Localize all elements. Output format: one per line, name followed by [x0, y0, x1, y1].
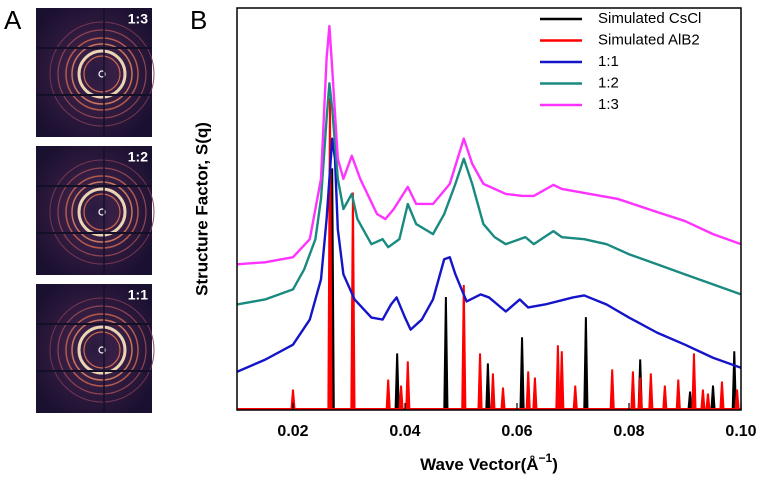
scattering-ring	[57, 167, 147, 257]
legend-label: 1:1	[598, 53, 619, 70]
panel-label: B	[190, 5, 207, 35]
peak	[572, 385, 578, 410]
x-tick-label: 0.10	[725, 423, 756, 440]
scattering-ring	[71, 43, 133, 105]
peak	[443, 297, 449, 410]
scattering-ring	[83, 55, 121, 93]
y-axis-label: Structure Factor, S(q)	[192, 122, 211, 296]
series-line	[237, 137, 741, 373]
plot-area	[237, 24, 741, 410]
x-tick-label: 0.04	[389, 423, 420, 440]
peak	[687, 391, 693, 410]
scattering-ring	[71, 181, 133, 243]
scattering-ring	[49, 21, 155, 127]
peak	[398, 385, 404, 410]
panel-a: A 1:3 1:2 1:1	[4, 5, 155, 413]
legend-label: Simulated AlB2	[598, 31, 700, 48]
scattering-ring	[71, 319, 133, 381]
beam-stop	[98, 208, 106, 216]
peak	[350, 192, 356, 410]
peak	[532, 377, 538, 410]
scattering-ring	[77, 325, 127, 375]
beam-stop	[98, 346, 106, 354]
peak	[290, 389, 296, 410]
peak	[500, 387, 506, 410]
peak	[477, 353, 483, 410]
scattering-ring	[83, 331, 121, 369]
legend: Simulated CsCl Simulated AlB2 1:1 1:2 1:3	[540, 10, 701, 113]
peak	[710, 385, 716, 410]
peak	[691, 353, 697, 410]
peak	[490, 373, 496, 410]
scattering-ring	[77, 187, 127, 237]
scattering-ring	[57, 305, 147, 395]
peak	[461, 284, 467, 410]
peak	[637, 377, 643, 410]
peak	[700, 389, 706, 410]
peak	[559, 351, 565, 410]
x-axis-label: Wave Vector(Å−1)	[420, 451, 558, 474]
peak	[731, 351, 737, 410]
scattering-ring	[77, 49, 127, 99]
peak	[583, 317, 589, 410]
x-label-suffix: )	[552, 455, 558, 474]
panel-label: A	[4, 5, 22, 35]
x-tick-label: 0.08	[613, 423, 644, 440]
peak	[662, 385, 668, 410]
peak	[734, 389, 740, 410]
peak	[609, 369, 615, 410]
legend-label: Simulated CsCl	[598, 10, 701, 27]
axes-frame	[236, 7, 742, 411]
image-label: 1:2	[128, 149, 148, 165]
peak	[630, 371, 636, 410]
x-label-text: Wave Vector(Å	[420, 455, 538, 474]
scattering-ring	[49, 297, 155, 403]
peak	[525, 371, 531, 410]
peak	[675, 379, 681, 410]
scattering-ring	[65, 175, 139, 249]
saxs-image: 1:3	[36, 8, 155, 137]
legend-label: 1:2	[598, 74, 619, 91]
scattering-ring	[65, 37, 139, 111]
peak	[485, 363, 491, 410]
scattering-ring	[49, 159, 155, 265]
peak	[519, 337, 525, 410]
series-line	[237, 24, 741, 266]
peak	[648, 373, 654, 410]
x-label-exponent: −1	[539, 451, 553, 465]
peak	[719, 381, 725, 410]
beam-stop	[98, 70, 106, 78]
peak	[405, 361, 411, 410]
image-label: 1:1	[128, 287, 148, 303]
peak	[385, 379, 391, 410]
peak	[555, 345, 561, 410]
scattering-ring	[83, 193, 121, 231]
x-tick-label: 0.02	[277, 423, 308, 440]
series-line	[237, 82, 741, 306]
saxs-image: 1:1	[36, 284, 155, 413]
saxs-image: 1:2	[36, 146, 155, 275]
scattering-ring	[65, 313, 139, 387]
x-tick-label: 0.06	[501, 423, 532, 440]
scattering-ring	[57, 29, 147, 119]
image-label: 1:3	[128, 11, 148, 27]
peak	[705, 393, 711, 410]
peak	[394, 353, 400, 410]
legend-label: 1:3	[598, 96, 619, 113]
